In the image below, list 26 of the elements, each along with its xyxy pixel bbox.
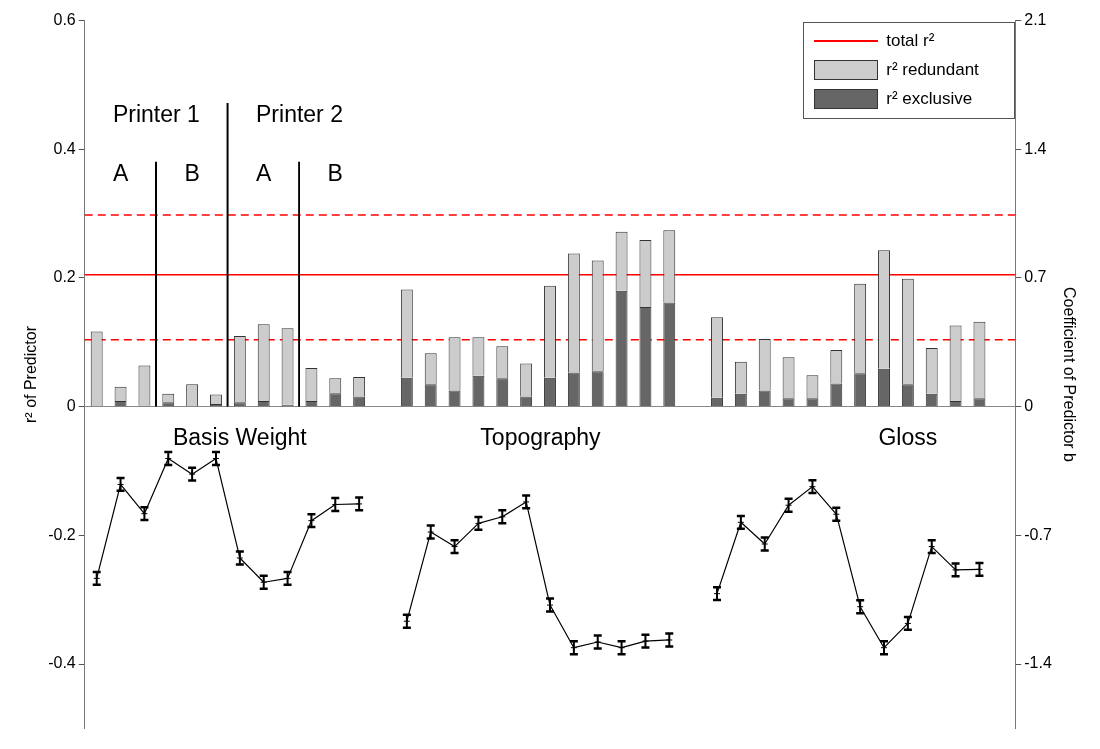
y-tick-label: 0.6 — [53, 11, 76, 29]
y-tick-label: -0.2 — [48, 525, 76, 543]
annotation: Gloss — [878, 423, 938, 451]
annotation: A — [112, 159, 129, 187]
annotation: Printer 1 — [112, 100, 200, 128]
y2-tick-label: 0.7 — [1024, 268, 1047, 286]
legend-label: total r² — [886, 31, 935, 52]
y2-tick-label: 0 — [1024, 397, 1034, 415]
annotation: Printer 2 — [256, 100, 343, 128]
legend-label: r² exclusive — [886, 89, 973, 110]
annotation: Basis Weight — [172, 423, 307, 451]
legend-label: r² redundant — [886, 60, 979, 81]
y-tick-label: -0.4 — [48, 654, 76, 672]
y2-tick-label: -0.7 — [1024, 525, 1052, 543]
annotation: A — [256, 159, 272, 187]
y-tick-label: 0.2 — [53, 268, 76, 286]
annotation: B — [327, 159, 343, 187]
y-tick-label: 0 — [66, 397, 76, 415]
y2-axis-title: Coefficient of Predictor b — [1060, 287, 1078, 463]
y-tick-label: 0.4 — [53, 139, 76, 157]
y2-tick-label: -1.4 — [1024, 654, 1052, 672]
annotation: B — [184, 159, 200, 187]
annotation: Topography — [480, 423, 601, 451]
y2-tick-label: 2.1 — [1024, 11, 1047, 29]
y2-tick-label: 1.4 — [1024, 139, 1047, 157]
y-axis-title: r² of Predictor — [22, 325, 40, 423]
